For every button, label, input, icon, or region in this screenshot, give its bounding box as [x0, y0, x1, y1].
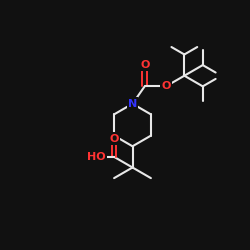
Text: O: O — [110, 134, 119, 144]
Text: N: N — [128, 99, 137, 109]
Text: O: O — [161, 81, 171, 91]
Text: HO: HO — [87, 152, 105, 162]
Text: O: O — [140, 60, 149, 70]
